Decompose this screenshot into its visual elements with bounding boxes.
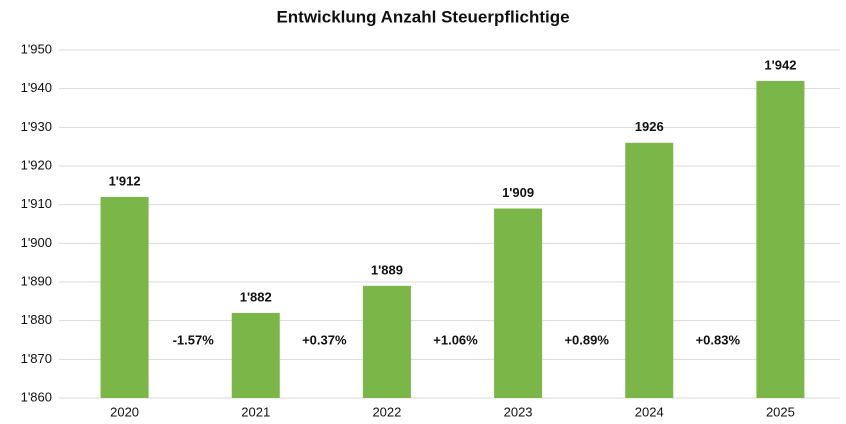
change-annotation: +1.06% bbox=[433, 332, 478, 347]
y-tick-label: 1'940 bbox=[21, 80, 52, 95]
x-tick-label: 2025 bbox=[766, 404, 795, 419]
y-tick-label: 1'880 bbox=[21, 312, 52, 327]
x-tick-label: 2020 bbox=[110, 404, 139, 419]
y-tick-label: 1'930 bbox=[21, 119, 52, 134]
value-label: 1'909 bbox=[502, 185, 534, 200]
value-label: 1'912 bbox=[109, 173, 141, 188]
change-annotation: +0.89% bbox=[564, 332, 609, 347]
bar bbox=[100, 196, 149, 398]
y-tick-label: 1'890 bbox=[21, 273, 52, 288]
change-annotation: -1.57% bbox=[173, 332, 215, 347]
change-annotation: +0.83% bbox=[696, 332, 741, 347]
value-label: 1926 bbox=[635, 119, 664, 134]
x-tick-label: 2022 bbox=[372, 404, 401, 419]
y-tick-label: 1'920 bbox=[21, 157, 52, 172]
value-label: 1'889 bbox=[371, 262, 403, 277]
x-tick-label: 2024 bbox=[635, 404, 664, 419]
y-tick-label: 1'860 bbox=[21, 389, 52, 404]
chart-title: Entwicklung Anzahl Steuerpflichtige bbox=[276, 7, 569, 26]
bar bbox=[756, 80, 805, 398]
x-tick-label: 2021 bbox=[241, 404, 270, 419]
y-tick-label: 1'910 bbox=[21, 196, 52, 211]
y-tick-label: 1'900 bbox=[21, 235, 52, 250]
bar bbox=[362, 285, 411, 398]
y-tick-label: 1'870 bbox=[21, 351, 52, 366]
bar bbox=[494, 208, 543, 398]
value-label: 1'882 bbox=[240, 289, 272, 304]
x-tick-label: 2023 bbox=[504, 404, 533, 419]
change-annotation: +0.37% bbox=[302, 332, 347, 347]
value-label: 1'942 bbox=[764, 57, 796, 72]
bar bbox=[231, 312, 280, 398]
y-tick-label: 1'950 bbox=[21, 41, 52, 56]
bar bbox=[625, 142, 674, 398]
